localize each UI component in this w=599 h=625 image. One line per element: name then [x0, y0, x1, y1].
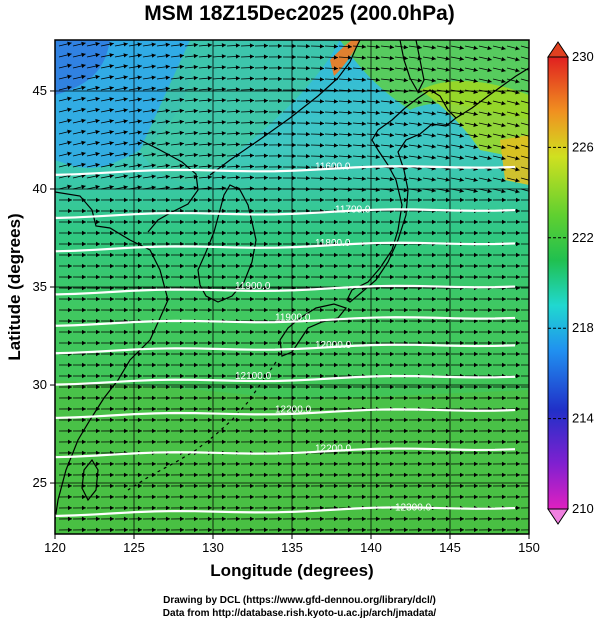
china-coast: [55, 191, 169, 521]
kyushu-shikoku-coastline: [279, 303, 348, 357]
x-axis-label: Longitude (degrees): [210, 561, 373, 580]
ryukyu-islands: [127, 361, 277, 491]
x-tick-label: 140: [360, 540, 382, 555]
y-axis-label: Latitude (degrees): [5, 213, 24, 360]
contour-line: [55, 343, 516, 355]
credit-data: Data from http://database.rish.kyoto-u.a…: [162, 608, 437, 619]
colorbar-tick-label: 210: [572, 501, 594, 516]
y-tick-label: 40: [33, 181, 47, 196]
russia-coast: [209, 40, 361, 176]
contour-label: 11900.0: [275, 312, 311, 323]
colorbar-tick-label: 214: [572, 411, 594, 426]
contour-line: [55, 316, 516, 327]
taiwan-coast: [81, 458, 99, 502]
colorbar-tick-label: 226: [572, 139, 594, 154]
colorbar: 210 214 218 222 226 230: [547, 41, 594, 525]
x-tick-label: 145: [439, 540, 461, 555]
y-tick-label: 45: [33, 83, 47, 98]
colorbar-upper-arrow: [547, 41, 569, 58]
x-axis-ticks: 120 125 130 135 140 145 150: [44, 534, 540, 555]
y-tick-label: 35: [33, 279, 47, 294]
wind-vectors: [58, 41, 529, 533]
contour-line: [55, 208, 516, 220]
credits: Drawing by DCL (https://www.gfd-dennou.o…: [0, 594, 599, 620]
contour-line: [55, 447, 516, 459]
contour-label: 11900.0: [235, 281, 271, 292]
x-tick-label: 125: [123, 540, 145, 555]
contour-label: 12200.0: [315, 444, 352, 455]
x-tick-label: 150: [518, 540, 540, 555]
credit-drawing: Drawing by DCL (https://www.gfd-dennou.o…: [163, 595, 436, 606]
contour-label: 12000.0: [315, 340, 352, 351]
x-tick-label: 120: [44, 540, 66, 555]
contour-label: 12100.0: [235, 371, 272, 382]
contour-line: [55, 408, 516, 420]
x-tick-label: 130: [202, 540, 224, 555]
contour-line: [55, 284, 516, 296]
y-axis-ticks: 25 30 35 40 45: [33, 83, 55, 490]
colorbar-tick-label: 230: [572, 49, 594, 64]
contour-line: [55, 374, 516, 386]
x-tick-label: 135: [281, 540, 303, 555]
kuril-coast: [455, 67, 529, 119]
figure-title: MSM 18Z15Dec2025 (200.0hPa): [144, 2, 455, 25]
contour-label: 12300.0: [395, 502, 432, 513]
contour-line: [55, 506, 516, 518]
y-tick-label: 25: [33, 475, 47, 490]
y-tick-label: 30: [33, 377, 47, 392]
contour-line: [55, 241, 516, 253]
contour-label: 11700.0: [335, 205, 371, 216]
contour-label: 11600.0: [315, 161, 351, 172]
colorbar-tick-label: 222: [572, 230, 594, 245]
contour-line: [55, 165, 516, 176]
height-contours: 11600.0 11700.0 11800.0 11900.0 11900.0 12000…: [55, 161, 516, 518]
colorbar-lower-arrow: [547, 508, 569, 525]
contour-label: 11800.0: [315, 238, 351, 249]
colorbar-tick-label: 218: [572, 320, 594, 335]
contour-label: 12200.0: [275, 404, 312, 415]
